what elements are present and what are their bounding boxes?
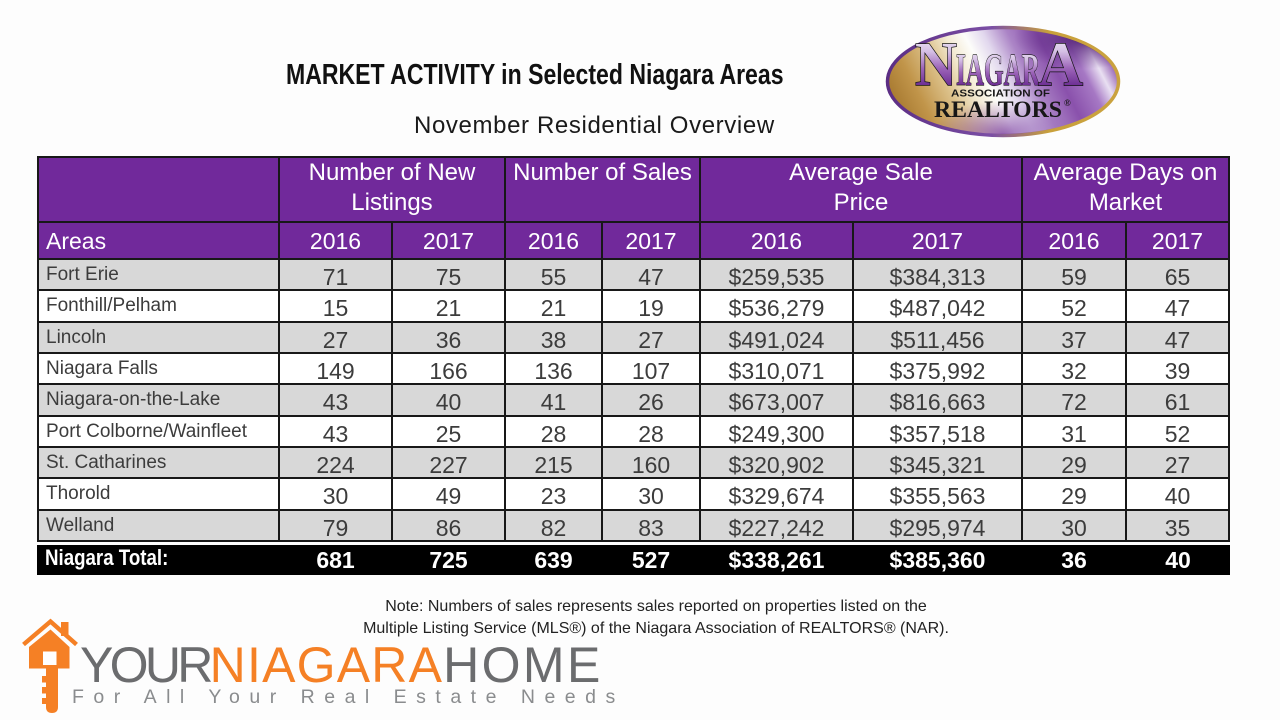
- svg-text:®: ®: [1064, 98, 1071, 108]
- svg-text:REALTORS: REALTORS: [934, 97, 1062, 122]
- svg-text:ASSOCIATION OF: ASSOCIATION OF: [951, 88, 1051, 100]
- svg-text:IAGAR: IAGAR: [956, 45, 1040, 95]
- svg-text:A: A: [1038, 31, 1083, 99]
- svg-text:N: N: [915, 31, 957, 99]
